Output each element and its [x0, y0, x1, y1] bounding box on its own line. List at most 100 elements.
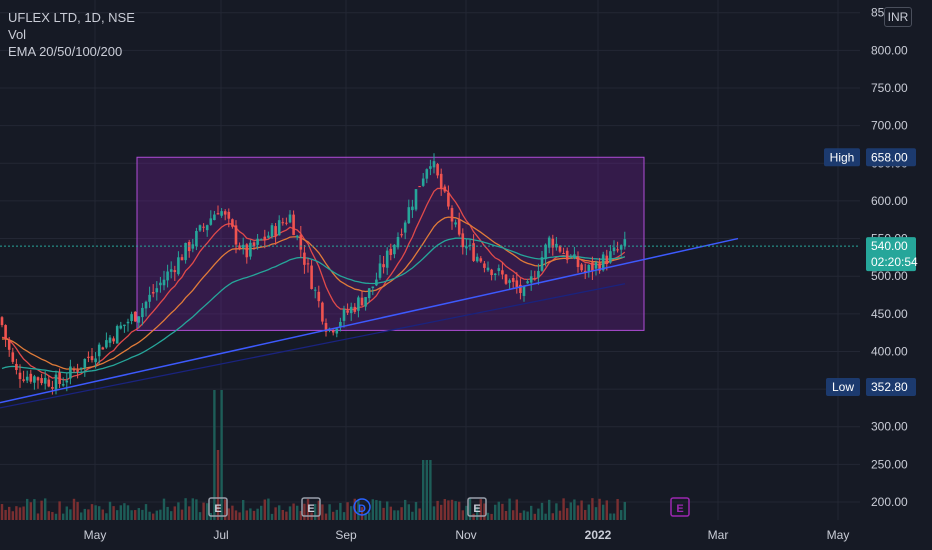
candle-body	[497, 268, 501, 271]
volume-bar	[558, 510, 562, 520]
volume-bar	[576, 505, 580, 520]
candle-body	[36, 377, 40, 381]
volume-bar	[414, 501, 418, 520]
volume-bar	[314, 503, 317, 520]
volume-bar	[371, 499, 374, 520]
volume-bar	[22, 506, 25, 520]
candle-body	[11, 352, 15, 362]
candle-body	[277, 220, 281, 236]
candle-body	[25, 376, 29, 381]
event-letter: E	[214, 503, 221, 515]
volume-bar	[486, 512, 490, 520]
volume-bar	[116, 510, 119, 520]
candle-body	[155, 288, 159, 293]
volume-bar	[342, 512, 346, 520]
volume-bar	[476, 506, 479, 520]
volume-bar	[108, 501, 112, 520]
volume-bar	[87, 509, 90, 520]
ema-indicator-label[interactable]: EMA 20/50/100/200	[8, 44, 123, 59]
candle-body	[101, 347, 105, 350]
volume-bar	[278, 505, 281, 520]
candle-body	[267, 235, 270, 238]
candle-body	[69, 366, 72, 379]
candle-body	[454, 222, 457, 225]
time-tick-label: May	[84, 528, 107, 542]
candle-body	[288, 214, 292, 223]
volume-bar	[364, 512, 367, 520]
volume-bar	[580, 500, 583, 520]
candle-body	[425, 169, 429, 179]
candle-body	[508, 280, 511, 283]
candle-body	[609, 251, 612, 263]
volume-bar	[306, 498, 310, 520]
candle-body	[331, 330, 335, 333]
volume-bar	[155, 510, 158, 520]
candle-body	[321, 302, 324, 322]
volume-bar	[159, 509, 162, 520]
volume-bar	[382, 507, 385, 520]
volume-bar	[587, 504, 590, 520]
candle-body	[7, 339, 11, 350]
volume-bar	[54, 513, 58, 520]
volume-bar	[198, 512, 202, 520]
candle-body	[195, 230, 198, 247]
candle-body	[504, 274, 508, 284]
candle-body	[335, 328, 339, 334]
volume-bar	[173, 506, 176, 520]
volume-bar	[569, 502, 572, 520]
volume-bar	[422, 460, 425, 520]
low-tag-bg	[826, 377, 860, 396]
candle-body	[461, 233, 465, 248]
candle-body	[465, 246, 468, 249]
candle-body	[47, 379, 51, 387]
candle-body	[310, 265, 313, 289]
price-axis-bg	[860, 0, 932, 550]
candle-body	[223, 211, 227, 215]
volume-bar	[591, 498, 594, 520]
volume-bar	[472, 513, 475, 520]
candle-body	[483, 263, 486, 268]
candle-body	[126, 321, 130, 324]
candle-body	[407, 207, 411, 224]
candle-body	[180, 257, 184, 261]
low-tag-label: Low	[832, 380, 854, 394]
candle-body	[133, 311, 137, 322]
volume-bar	[184, 498, 187, 520]
candle-body	[565, 250, 569, 260]
candle-body	[306, 263, 310, 265]
volume-bar	[425, 460, 428, 520]
volume-indicator-label[interactable]: Vol	[8, 27, 27, 42]
volume-bar	[4, 509, 7, 520]
volume-bar	[177, 502, 180, 520]
symbol-title[interactable]: UFLEX LTD, 1D, NSE	[8, 10, 135, 25]
candle-body	[220, 211, 223, 216]
candle-body	[583, 270, 587, 273]
candle-body	[123, 324, 126, 327]
volume-bar	[533, 513, 536, 520]
volume-bar	[263, 499, 266, 520]
candle-body	[591, 262, 594, 272]
volume-bar	[594, 507, 598, 520]
volume-bar	[80, 512, 83, 520]
volume-bar	[623, 501, 626, 520]
candle-body	[371, 286, 375, 288]
candle-body	[364, 297, 367, 307]
volume-bar	[65, 506, 68, 520]
price-axis: 200.00250.00300.00350.00400.00450.00500.…	[824, 0, 932, 550]
volume-bar	[335, 509, 338, 520]
volume-bar	[112, 506, 115, 520]
candle-body	[61, 384, 65, 386]
volume-bar	[69, 509, 72, 520]
candle-body	[198, 225, 202, 231]
candle-body	[576, 256, 580, 267]
candle-body	[486, 267, 490, 271]
volume-bar	[224, 499, 227, 520]
candle-body	[76, 370, 79, 372]
candle-body	[339, 321, 342, 327]
currency-badge[interactable]: INR	[884, 7, 912, 27]
volume-bar	[537, 508, 540, 520]
volume-bar	[519, 512, 522, 520]
candle-body	[317, 291, 321, 302]
volume-bar	[465, 505, 468, 520]
